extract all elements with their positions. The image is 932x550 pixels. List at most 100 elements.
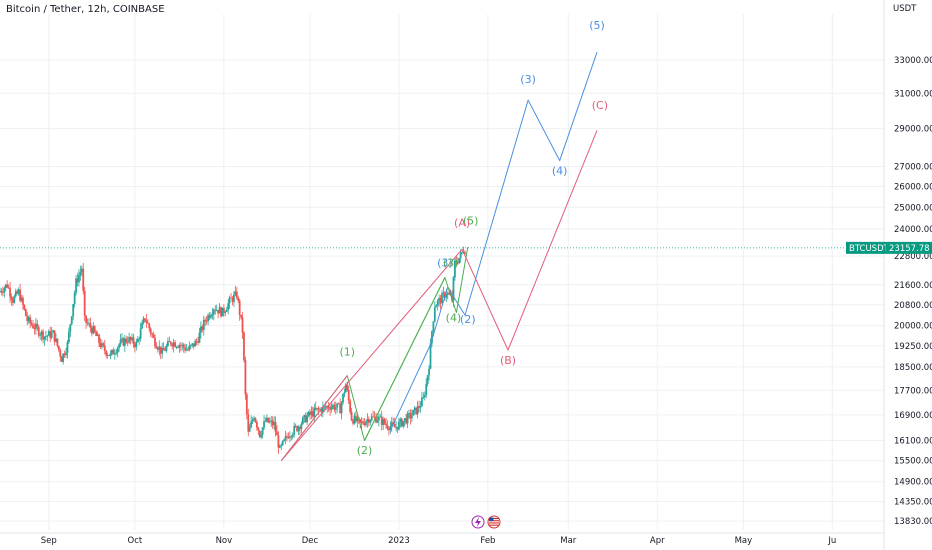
candle-body (108, 355, 110, 356)
candle (260, 430, 263, 440)
candle (409, 409, 412, 425)
candle-body (195, 340, 198, 342)
time-tick-label: 2023 (388, 536, 410, 546)
candle (238, 298, 241, 321)
candle-body (263, 421, 265, 428)
candle (194, 338, 197, 347)
candle (187, 346, 189, 352)
time-tick-label: Nov (216, 536, 233, 546)
candle-body (367, 418, 370, 423)
candle-body (92, 326, 95, 334)
candle (138, 336, 141, 345)
candle (405, 413, 408, 425)
candle (461, 251, 463, 255)
candle (86, 318, 89, 326)
candle-body (300, 424, 303, 430)
candle-body (432, 321, 435, 332)
wave-label: (A) (454, 217, 470, 230)
candle-body (438, 298, 441, 301)
candle-body (452, 277, 455, 301)
candle (365, 420, 367, 428)
time-axis[interactable]: Sep Oct Nov Dec 2023 Feb Mar Apr May Ju (41, 536, 837, 546)
candle (112, 347, 115, 355)
candle (273, 416, 275, 430)
candle-body (415, 407, 418, 414)
candle-body (29, 317, 32, 323)
candle (88, 318, 90, 327)
candle-body (234, 291, 237, 295)
wave-labels: (1)(2)(3)(3)(4)(2)(5)(A)(B)(3)(4)(5)(C) (339, 19, 608, 457)
candle-body (283, 439, 286, 441)
price-tick-label: 25000.00 (894, 203, 932, 213)
candle (195, 338, 198, 346)
candle (251, 417, 254, 425)
currency-label: USDT (893, 4, 917, 14)
candle (439, 294, 442, 310)
time-tick-label: Mar (560, 536, 577, 546)
candle-body (141, 322, 143, 329)
candle (383, 417, 386, 426)
candle-body (16, 291, 19, 294)
candle (205, 316, 208, 325)
price-tick-label: 20800.00 (894, 301, 932, 311)
candle (293, 422, 296, 438)
candle-body (290, 436, 293, 438)
candle-body (455, 260, 458, 263)
candle (230, 293, 232, 299)
candle (377, 413, 380, 427)
candle-body (258, 430, 261, 438)
candle-body (204, 319, 207, 322)
price-tick-label: 21600.00 (894, 281, 932, 291)
candle (42, 329, 44, 344)
candle (208, 312, 211, 321)
wave-label: (4) (446, 312, 462, 325)
candle (189, 344, 192, 349)
candle (299, 425, 301, 436)
candle-body (412, 409, 415, 416)
candle (458, 257, 461, 265)
candle (115, 349, 118, 356)
candle-body (233, 294, 235, 302)
candle (72, 303, 75, 321)
candle (36, 319, 39, 331)
candle-body (408, 413, 410, 414)
candle-body (102, 343, 105, 346)
price-tick-label: 14900.00 (894, 478, 932, 488)
candle (169, 341, 172, 347)
candle-body (55, 338, 57, 342)
candle-body (4, 284, 7, 289)
candle (129, 336, 132, 345)
candle-body (185, 349, 188, 351)
candle-body (244, 360, 247, 395)
candle (286, 432, 288, 442)
candle-body (363, 423, 366, 425)
candle-body (303, 415, 306, 418)
candle (75, 275, 77, 296)
candle (211, 308, 214, 320)
candle (446, 291, 449, 300)
candle (188, 341, 191, 352)
candle-body (100, 343, 103, 348)
candle (234, 285, 237, 297)
candle-body (175, 346, 178, 348)
candle (240, 314, 242, 320)
candle (111, 349, 113, 356)
projection-blue (389, 52, 598, 432)
candle (373, 411, 376, 421)
candle (156, 346, 159, 353)
candle-body (284, 436, 287, 440)
candle (16, 289, 19, 295)
candle-body (330, 406, 333, 410)
candle-body (442, 292, 445, 294)
candle-body (197, 341, 199, 343)
event-markers[interactable] (471, 515, 501, 529)
candle-body (168, 341, 171, 342)
candle-body (343, 392, 346, 394)
candle-body (243, 332, 245, 361)
price-axis[interactable]: USDT 33000.00 31000.00 29000.00 27000.00 2600… (893, 4, 932, 527)
candle-body (202, 319, 205, 330)
candle (228, 295, 231, 309)
candle-body (128, 337, 131, 343)
candle (421, 391, 423, 407)
